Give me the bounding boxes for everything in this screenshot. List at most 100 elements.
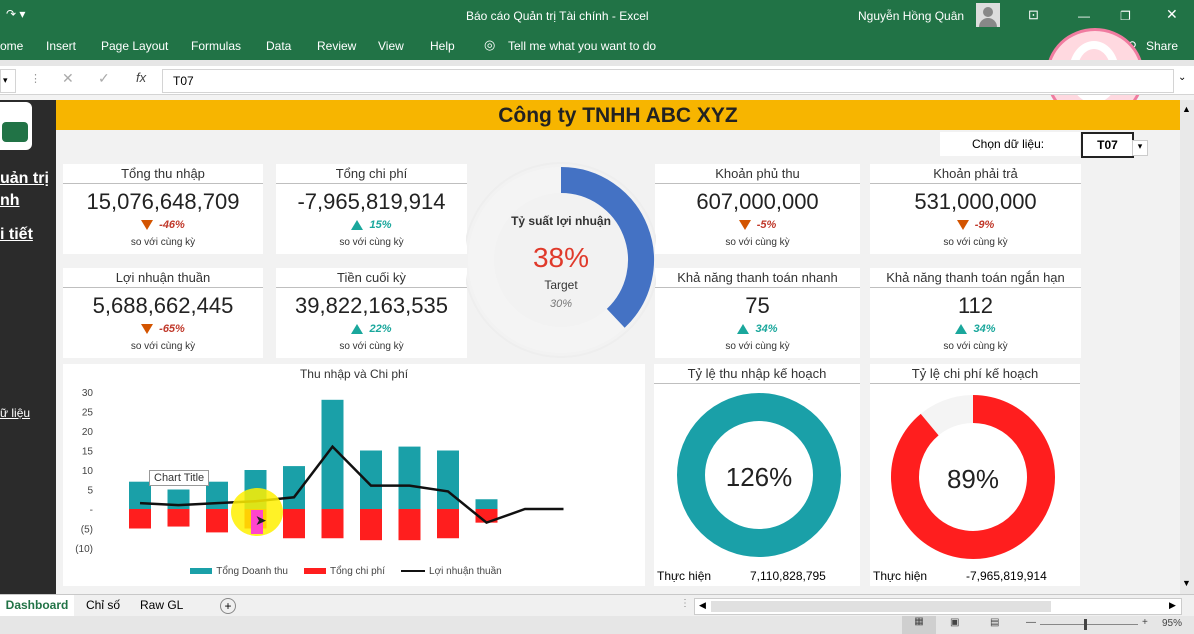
tab-split-icon[interactable]: ⋮: [680, 598, 690, 609]
nav-link-detail[interactable]: i tiết: [0, 226, 33, 243]
nav-link-finance[interactable]: nh: [0, 192, 20, 209]
chart-bar[interactable]: [475, 499, 498, 509]
chart-bar[interactable]: [437, 509, 459, 539]
arrow-down-icon: [141, 324, 154, 335]
zoom-in-icon[interactable]: +: [1142, 617, 1148, 628]
tab-dashboard-label: Dashboard: [5, 598, 69, 612]
chart-bar[interactable]: [437, 450, 459, 510]
normal-view-icon[interactable]: ▦: [902, 616, 936, 634]
kpi-change: 15%: [276, 219, 467, 231]
chart-bar[interactable]: [283, 509, 305, 539]
y-tick-label: 10: [82, 466, 94, 477]
tab-view[interactable]: View: [378, 39, 404, 53]
tab-help[interactable]: Help: [430, 39, 455, 53]
chart-bar[interactable]: [129, 509, 151, 529]
selector-dropdown-icon[interactable]: ▾: [1132, 140, 1148, 156]
tab-review[interactable]: Review: [317, 39, 357, 53]
tab-page-layout[interactable]: Page Layout: [101, 39, 169, 53]
chart-bar[interactable]: [398, 446, 421, 509]
kpi-title: Khoản phải trả: [870, 164, 1081, 184]
chart-bar[interactable]: [360, 450, 382, 510]
tab-data[interactable]: Data: [266, 39, 292, 53]
arrow-up-icon: [737, 324, 750, 335]
gauge-target-value: 30%: [549, 298, 573, 310]
tab-insert[interactable]: Insert: [46, 39, 77, 53]
scroll-up-icon[interactable]: ▲: [1182, 104, 1191, 114]
function-icon[interactable]: fx: [136, 70, 147, 85]
kpi-change: -46%: [63, 219, 263, 231]
income-plan-title: Tỷ lệ thu nhập kế hoạch: [654, 364, 860, 384]
kpi-change-value: -5%: [756, 219, 777, 231]
income-expense-chart[interactable]: Thu nhập và Chi phí 30 25 20 15 10 5- (5) (10) …: [63, 364, 645, 586]
tab-raw-gl[interactable]: Raw GL: [140, 598, 184, 612]
zoom-slider-thumb[interactable]: [1084, 619, 1087, 630]
expense-plan-donut: [891, 395, 1055, 559]
zoom-level[interactable]: 95%: [1162, 618, 1183, 629]
kpi-card: Tổng thu nhập 15,076,648,709 -46% so với cù…: [63, 164, 263, 254]
chart-bar[interactable]: [167, 509, 190, 527]
scroll-right-icon[interactable]: ▶: [1169, 600, 1176, 610]
add-sheet-button[interactable]: +: [220, 598, 236, 614]
arrow-up-icon: [351, 324, 364, 335]
nav-link-data[interactable]: ữ liệu: [0, 406, 31, 420]
expense-plan-card: Tỷ lệ chi phí kế hoạch 89% Thực hiện -7,…: [870, 364, 1080, 586]
restore-icon[interactable]: ❐: [1120, 9, 1131, 23]
kpi-card: Khoản phủ thu 607,000,000 -5% so với cùng k…: [655, 164, 860, 254]
kpi-value: 112: [957, 293, 994, 318]
vertical-scrollbar[interactable]: ▲ ▼: [1180, 100, 1194, 594]
y-tick-label: 5: [87, 486, 93, 497]
nav-link-report[interactable]: uản trị: [0, 170, 49, 187]
chart-series-line[interactable]: [139, 444, 564, 525]
expense-actual-value: -7,965,819,914: [966, 569, 1047, 583]
data-selector[interactable]: T07: [1081, 132, 1134, 158]
horizontal-scrollbar[interactable]: ◀ ▶: [694, 598, 1182, 615]
kpi-title: Khoản phủ thu: [655, 164, 860, 184]
kpi-title: Tiền cuối kỳ: [276, 268, 467, 288]
chart-bar[interactable]: [206, 509, 228, 533]
name-box[interactable]: ▾: [0, 69, 16, 93]
gauge-target-label: Target: [544, 278, 578, 292]
redo-icon[interactable]: ↷ ▾: [6, 7, 26, 21]
tell-me-search[interactable]: Tell me what you want to do: [508, 39, 657, 53]
legend-label: Lợi nhuận thuần: [429, 566, 502, 577]
gauge-value-arc: [560, 167, 654, 328]
chart-bar[interactable]: [129, 481, 151, 509]
chart-bar[interactable]: [321, 509, 344, 539]
kpi-card: Khả năng thanh toán nhanh 75 34% so với cùn…: [655, 268, 860, 358]
formula-input[interactable]: T07: [162, 69, 1174, 93]
horizontal-scroll-thumb[interactable]: [711, 601, 1051, 612]
minimize-icon[interactable]: —: [1078, 9, 1090, 23]
tab-chi-so[interactable]: Chỉ số: [86, 598, 121, 612]
ribbon-display-icon[interactable]: ⊡: [1028, 7, 1039, 22]
tab-home[interactable]: ome: [0, 39, 24, 53]
kpi-change: -65%: [63, 323, 263, 335]
kpi-card: Khoản phải trả 531,000,000 -9% so với cùng …: [870, 164, 1081, 254]
chart-bar[interactable]: [206, 481, 228, 509]
expand-formula-icon[interactable]: ⌄: [1178, 72, 1187, 83]
legend-item: Tổng chi phí: [303, 566, 385, 577]
page-break-view-icon[interactable]: ▤: [990, 617, 1000, 628]
chart-bar[interactable]: [360, 509, 382, 541]
close-icon[interactable]: ✕: [1166, 6, 1178, 22]
cancel-icon[interactable]: ✕: [62, 70, 74, 86]
chart-bar[interactable]: [321, 399, 344, 509]
tab-formulas[interactable]: Formulas: [191, 39, 242, 53]
title-bar: ↷ ▾ Báo cáo Quản trị Tài chính - Excel N…: [0, 0, 1194, 32]
scroll-down-icon[interactable]: ▼: [1182, 578, 1191, 588]
kpi-change: 34%: [655, 323, 860, 335]
expense-actual-label: Thực hiện: [873, 569, 928, 583]
y-tick-label: 20: [82, 427, 94, 438]
zoom-out-icon[interactable]: —: [1026, 617, 1036, 628]
zoom-slider[interactable]: [1040, 619, 1138, 630]
y-tick-label: 30: [82, 388, 94, 399]
share-button[interactable]: Share: [1146, 39, 1179, 53]
enter-icon[interactable]: ✓: [98, 70, 110, 86]
scroll-left-icon[interactable]: ◀: [699, 600, 706, 610]
kpi-title: Tổng chi phí: [276, 164, 467, 184]
avatar[interactable]: [976, 3, 1000, 27]
chart-bar[interactable]: [398, 509, 421, 541]
arrow-down-icon: [738, 220, 751, 231]
page-layout-view-icon[interactable]: ▣: [950, 617, 960, 628]
tab-dashboard[interactable]: Dashboard: [0, 595, 74, 618]
sheet-tabs-bar: Dashboard Chỉ số Raw GL + ⋮ ◀ ▶: [0, 594, 1194, 618]
